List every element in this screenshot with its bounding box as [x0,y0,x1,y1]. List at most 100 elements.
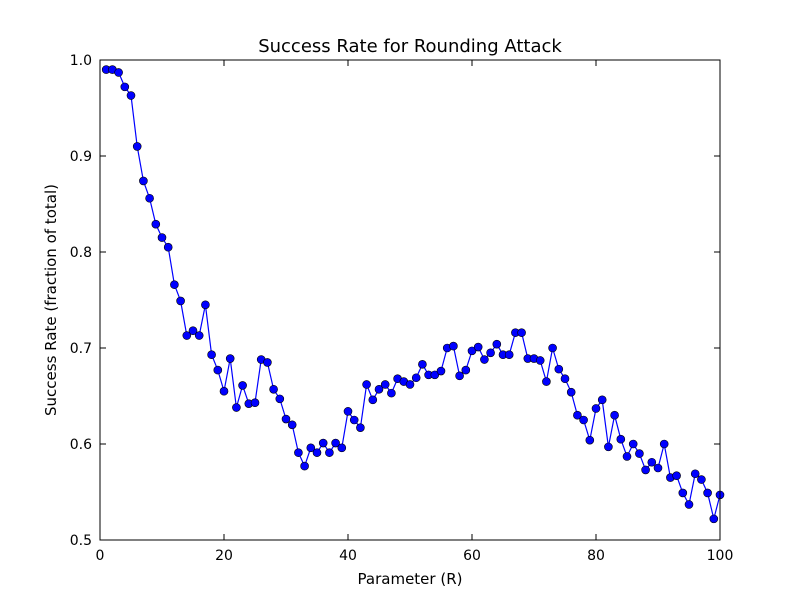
data-point [610,410,619,420]
data-point [573,410,582,420]
data-point [591,404,601,413]
data-point [504,350,514,360]
data-point [287,420,297,430]
data-point [163,242,173,252]
data-point [542,377,551,386]
data-point [263,358,272,367]
y-axis-label: Success Rate (fraction of total) [42,184,60,416]
data-point [604,442,613,452]
data-point [182,331,192,340]
data-point [566,387,576,397]
data-point [368,395,378,405]
data-point [672,471,681,480]
data-point [430,370,440,380]
x-axis-ticks: 0 20 40 60 80 100 [96,60,734,564]
data-point [635,449,644,458]
data-point [151,219,161,229]
data-point [213,365,223,375]
data-point [554,364,564,374]
x-axis-label: Parameter (R) [358,570,463,588]
data-point [467,346,477,356]
data-point [659,439,669,449]
data-point [585,435,595,445]
data-point [157,233,167,242]
data-point [480,355,489,364]
data-point [219,386,229,396]
data-point [622,452,632,461]
data-point [176,296,185,306]
data-point [114,68,123,77]
y-tick-label: 0.5 [70,533,92,549]
data-point [387,388,396,398]
data-point [139,176,148,186]
data-point [486,348,495,358]
chart-title: Success Rate for Rounding Attack [258,36,562,57]
series-layer [101,65,725,524]
data-point [300,461,309,471]
data-point [331,438,340,448]
data-point [418,360,427,369]
data-point [411,373,421,383]
data-point [170,280,179,289]
series-line [106,68,721,520]
data-point [473,342,483,352]
data-point [194,331,204,340]
x-tick-label: 100 [707,548,734,564]
data-point [281,414,291,424]
data-point [641,465,650,475]
data-point [436,366,446,376]
data-point [362,380,371,389]
data-point [349,415,359,425]
data-point [492,339,502,349]
data-point [325,448,334,457]
data-point [343,407,353,416]
x-tick-label: 20 [215,548,233,564]
data-point [678,488,688,498]
data-point [628,439,638,449]
data-point [374,384,384,394]
y-tick-label: 0.9 [70,149,92,165]
data-point [690,469,700,479]
plot-frame [99,59,721,541]
data-point [703,488,712,498]
data-point [188,326,198,336]
data-point [356,423,365,432]
data-point [560,374,570,384]
x-tick-label: 40 [339,548,357,564]
data-point [250,398,260,408]
data-point [616,434,626,444]
plot-area: 0 20 40 60 80 100 0.5 0.6 0.7 0.8 0.9 1.0 [70,53,734,564]
data-point [380,380,390,389]
data-point [579,415,588,425]
data-point [697,475,706,484]
data-point [318,438,328,448]
data-point [535,356,545,365]
data-point [312,448,322,457]
y-tick-label: 1.0 [70,53,92,69]
x-tick-label: 60 [463,548,481,564]
y-axis-ticks: 0.5 0.6 0.7 0.8 0.9 1.0 [70,53,720,549]
data-point [461,365,471,375]
data-point [455,371,464,381]
data-point [207,350,216,360]
y-tick-label: 0.7 [70,341,92,357]
data-point [709,514,719,524]
data-point [449,341,458,351]
data-point [653,463,663,473]
y-tick-label: 0.6 [70,437,92,453]
data-point [232,403,241,412]
x-tick-label: 0 [96,548,105,564]
data-point [597,395,607,405]
data-point [548,343,557,353]
data-point [275,394,285,404]
data-point [126,91,136,100]
data-point [306,443,316,453]
data-point [294,448,303,457]
data-point [225,354,235,363]
data-point [201,300,210,310]
data-point [238,381,247,390]
x-tick-label: 80 [587,548,605,564]
data-point [405,380,415,389]
data-point [132,142,142,151]
